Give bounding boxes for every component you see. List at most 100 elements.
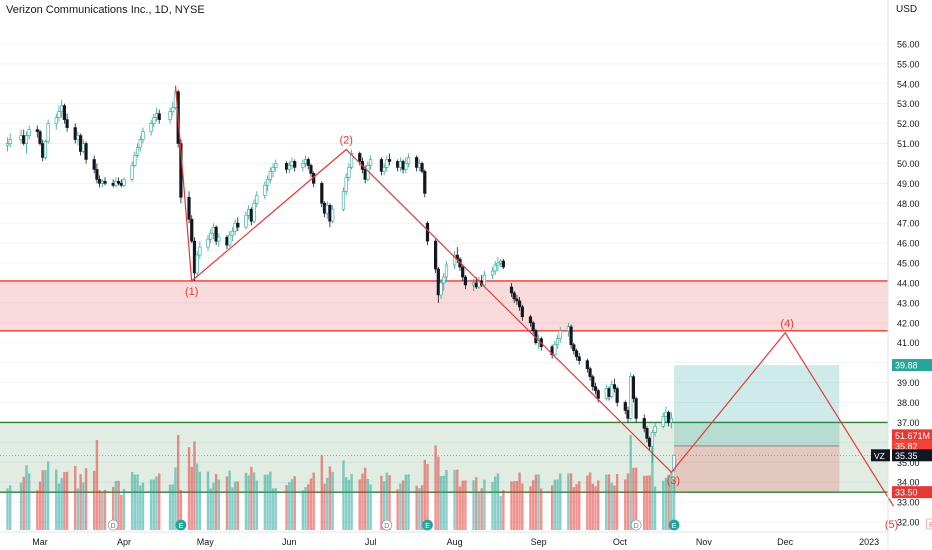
volume-bar xyxy=(60,477,63,530)
marker-shape xyxy=(175,519,187,531)
candle-body xyxy=(62,105,66,120)
x-tick-label: 2023 xyxy=(859,537,879,547)
y-tick-label: 34.00 xyxy=(897,478,920,488)
volume-bar xyxy=(44,470,47,530)
earnings-marker-icon: E xyxy=(175,519,187,531)
volume-bar xyxy=(615,474,619,530)
volume-bar xyxy=(225,476,229,530)
candle-body xyxy=(103,181,107,184)
candle-body xyxy=(629,376,633,419)
y-tick-label: 55.00 xyxy=(897,59,920,69)
candle-body xyxy=(555,338,560,346)
last-price-text: 35.35 xyxy=(895,451,918,461)
volume-bar xyxy=(613,485,616,530)
candle-body xyxy=(209,232,213,240)
candle-body xyxy=(501,260,505,268)
marker-letter: E xyxy=(425,523,430,530)
candle-body xyxy=(187,197,191,220)
volume-bar xyxy=(214,474,218,530)
candle-body xyxy=(138,139,142,148)
volume-bar xyxy=(152,479,156,530)
y-tick-label: 42.00 xyxy=(897,318,920,328)
candle-body xyxy=(664,412,668,417)
volume-bar xyxy=(388,475,391,530)
candle-body xyxy=(225,236,229,246)
candle-body xyxy=(266,179,270,186)
volume-bar xyxy=(540,488,543,530)
y-tick-label: 38.00 xyxy=(897,398,920,408)
candle-body xyxy=(149,123,153,132)
candle-body xyxy=(439,282,443,296)
volume-bar xyxy=(407,474,410,530)
target-price-text: 39.88 xyxy=(895,361,918,371)
volume-bar xyxy=(168,484,172,530)
candle-body xyxy=(255,195,259,204)
volume-bar xyxy=(255,480,258,530)
candle-body xyxy=(228,234,232,246)
x-tick-label: Jul xyxy=(365,537,377,547)
candle-body xyxy=(8,139,12,144)
candle-body xyxy=(41,143,45,158)
wave-label: (4) xyxy=(780,318,793,330)
volume-bar xyxy=(304,487,307,530)
marker-letter: D xyxy=(634,523,639,530)
candle-body xyxy=(350,153,354,168)
candle-body xyxy=(566,326,570,332)
wave-lines[interactable]: (1)(2)(3)(4)(5) xyxy=(174,85,899,531)
volume-bar xyxy=(537,474,540,530)
volume-bar xyxy=(65,471,69,530)
candle-body xyxy=(650,432,654,447)
candle-body xyxy=(168,111,172,120)
candle-body xyxy=(73,127,77,140)
candle-body xyxy=(79,135,83,152)
volume-bar xyxy=(559,473,562,530)
volume-bar xyxy=(141,482,145,530)
candle-body xyxy=(648,438,652,447)
price-axis[interactable]: 56.00 55.00 54.00 53.00 52.00 51.00 50.00 49.00… xyxy=(887,0,920,550)
volume-bar xyxy=(27,473,31,530)
candle-body xyxy=(325,204,329,214)
candle-body xyxy=(382,167,386,172)
volume-bar xyxy=(263,474,267,530)
zones xyxy=(0,280,888,493)
candle-body xyxy=(509,286,514,294)
candle-body xyxy=(236,222,240,228)
volume-bar xyxy=(586,475,589,530)
candle-body xyxy=(287,165,291,170)
candle-body xyxy=(247,208,251,216)
volume-bar xyxy=(179,490,183,530)
volume-bar xyxy=(155,476,158,530)
volume-bar xyxy=(130,472,134,530)
volume-bar xyxy=(382,481,386,530)
candle-body xyxy=(387,159,392,162)
y-tick-label: 46.00 xyxy=(897,239,920,249)
volume-bar xyxy=(456,469,459,530)
volume-bar xyxy=(626,473,630,530)
marker-letter: D xyxy=(111,523,116,530)
volume-bar xyxy=(401,480,405,530)
marker-letter: E xyxy=(179,523,184,530)
volume-bar xyxy=(491,482,494,530)
candle-body xyxy=(252,202,256,222)
volume-bar xyxy=(323,483,326,530)
y-tick-label: 45.00 xyxy=(897,259,920,269)
volume-bar xyxy=(193,441,196,530)
candle-body xyxy=(661,416,665,427)
x-tick-label: Sep xyxy=(531,537,547,547)
volume-bar xyxy=(247,475,250,530)
volume-bar xyxy=(594,486,597,530)
x-tick-label: Nov xyxy=(696,537,713,547)
entry-price-text: 35.82 xyxy=(895,441,918,451)
candle-body xyxy=(420,163,424,172)
volume-bar xyxy=(477,491,481,530)
candle-body xyxy=(116,181,121,184)
candle-body xyxy=(303,159,308,164)
candle-body xyxy=(631,376,636,399)
candle-body xyxy=(211,226,216,234)
volume-bar xyxy=(502,490,505,530)
position-tool[interactable] xyxy=(0,365,888,493)
time-axis[interactable]: MarAprMayJunJulAugSepOctNovDec2023Feb xyxy=(0,531,932,547)
volume-bar xyxy=(670,471,673,530)
